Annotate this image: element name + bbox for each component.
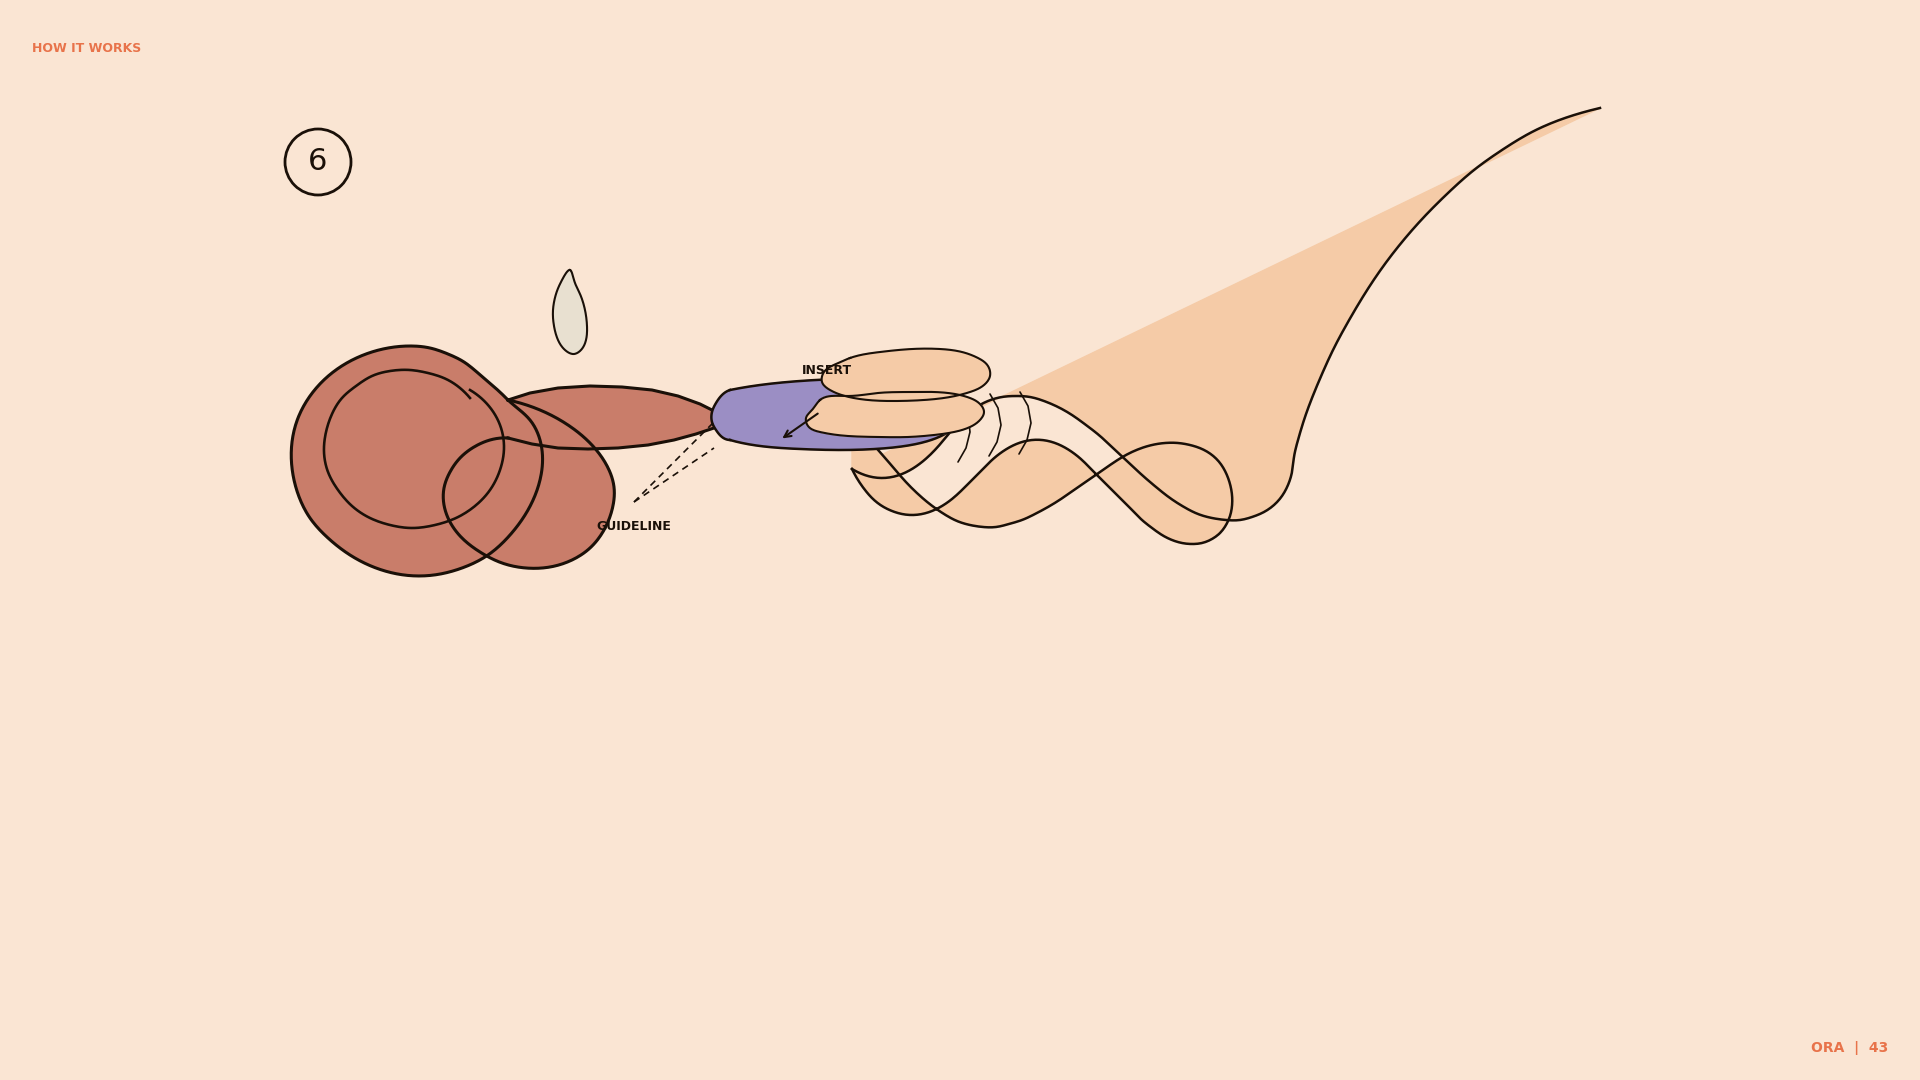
Text: GUIDELINE: GUIDELINE (597, 519, 672, 534)
Text: ORA  |  43: ORA | 43 (1811, 1041, 1887, 1055)
Text: 6: 6 (309, 148, 328, 176)
Circle shape (284, 129, 351, 195)
Polygon shape (822, 349, 991, 401)
Text: HOW IT WORKS: HOW IT WORKS (33, 42, 142, 55)
Polygon shape (806, 392, 983, 437)
Polygon shape (509, 386, 730, 449)
Polygon shape (292, 346, 543, 576)
Polygon shape (852, 108, 1599, 544)
Polygon shape (712, 379, 958, 450)
FancyArrowPatch shape (783, 414, 818, 437)
Polygon shape (553, 270, 588, 354)
Text: INSERT: INSERT (803, 364, 852, 377)
Polygon shape (444, 400, 614, 568)
